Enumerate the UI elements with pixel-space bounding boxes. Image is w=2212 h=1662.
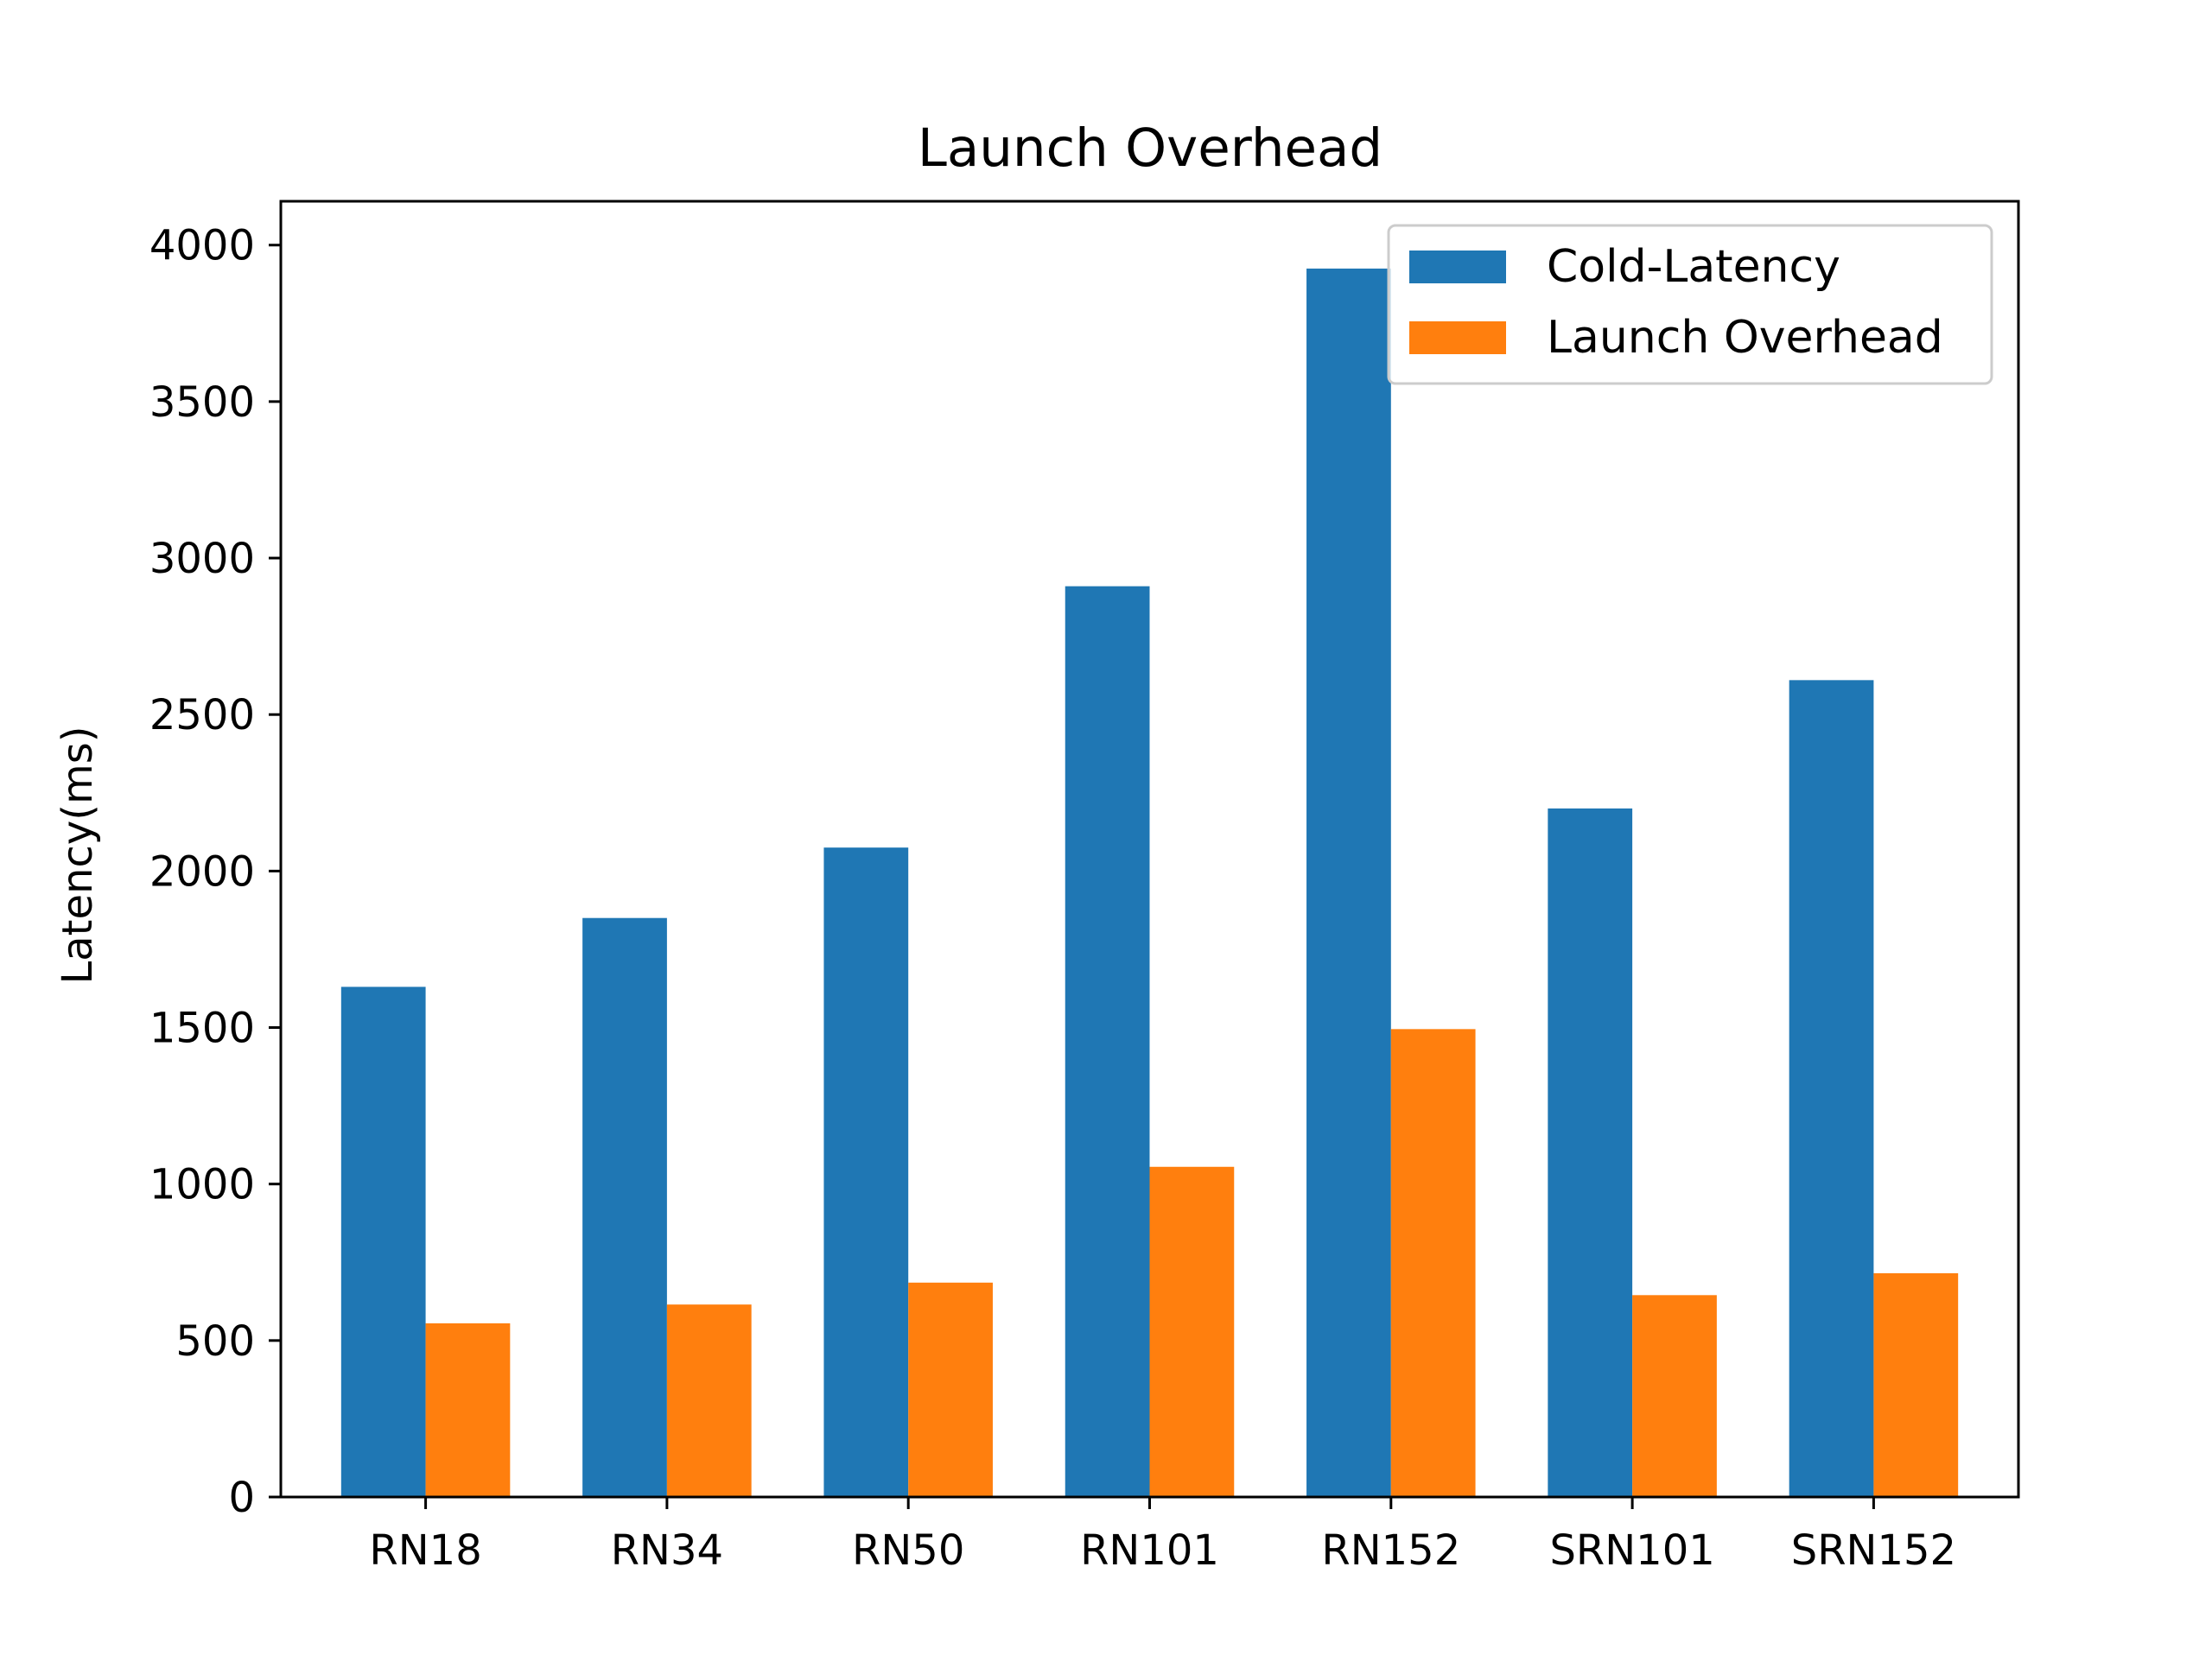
bar-launch-overhead-srn152 bbox=[1873, 1272, 1959, 1497]
x-tick-label-rn18: RN18 bbox=[369, 1526, 481, 1575]
x-tick-label-rn101: RN101 bbox=[1080, 1526, 1219, 1575]
x-tick-label-srn101: SRN101 bbox=[1549, 1526, 1714, 1575]
bar-cold-latency-srn101 bbox=[1548, 808, 1633, 1497]
bar-cold-latency-rn34 bbox=[582, 917, 667, 1497]
bar-cold-latency-rn50 bbox=[823, 847, 909, 1497]
y-tick-label: 3000 bbox=[149, 535, 255, 583]
x-tick-label-rn34: RN34 bbox=[611, 1526, 723, 1575]
y-tick-label: 1500 bbox=[149, 1005, 255, 1053]
legend-label-cold-latency: Cold-Latency bbox=[1547, 241, 1840, 293]
x-tick-label-rn50: RN50 bbox=[852, 1526, 964, 1575]
bars-layer bbox=[340, 268, 1959, 1498]
y-tick-label: 3500 bbox=[149, 378, 255, 427]
bar-launch-overhead-srn101 bbox=[1632, 1295, 1717, 1497]
bar-cold-latency-srn152 bbox=[1789, 680, 1874, 1497]
bar-launch-overhead-rn50 bbox=[908, 1282, 993, 1497]
legend-box bbox=[1387, 224, 1993, 385]
legend-label-launch-overhead: Launch Overhead bbox=[1547, 312, 1943, 364]
bar-launch-overhead-rn18 bbox=[425, 1323, 511, 1497]
legend: Cold-Latency Launch Overhead bbox=[1387, 224, 1993, 385]
y-axis-label: Latency(ms) bbox=[54, 726, 102, 985]
y-tick-label: 0 bbox=[228, 1474, 255, 1522]
y-tick-label: 500 bbox=[175, 1317, 255, 1366]
plot-frame bbox=[279, 200, 2020, 1499]
legend-swatch-cold-latency bbox=[1409, 251, 1506, 283]
bar-launch-overhead-rn101 bbox=[1149, 1166, 1235, 1497]
y-tick-label: 2000 bbox=[149, 847, 255, 896]
bar-cold-latency-rn18 bbox=[340, 986, 426, 1497]
y-tick-label: 2500 bbox=[149, 691, 255, 739]
chart-title: Launch Overhead bbox=[918, 117, 1382, 179]
y-tick-label: 4000 bbox=[149, 222, 255, 270]
x-tick-label-srn152: SRN152 bbox=[1791, 1526, 1956, 1575]
y-tick-label: 1000 bbox=[149, 1161, 255, 1209]
bar-launch-overhead-rn34 bbox=[666, 1304, 752, 1497]
x-tick-label-rn152: RN152 bbox=[1321, 1526, 1460, 1575]
bar-cold-latency-rn152 bbox=[1306, 268, 1391, 1497]
legend-swatch-launch-overhead bbox=[1409, 321, 1506, 354]
x-axis: RN18 RN34 RN50 RN101 RN152 SRN101 SRN152 bbox=[369, 1497, 1956, 1575]
bar-launch-overhead-rn152 bbox=[1390, 1029, 1476, 1497]
bar-cold-latency-rn101 bbox=[1065, 586, 1150, 1498]
y-axis: 0 500 1000 1500 2000 2500 3000 3500 4000 bbox=[149, 222, 281, 1522]
